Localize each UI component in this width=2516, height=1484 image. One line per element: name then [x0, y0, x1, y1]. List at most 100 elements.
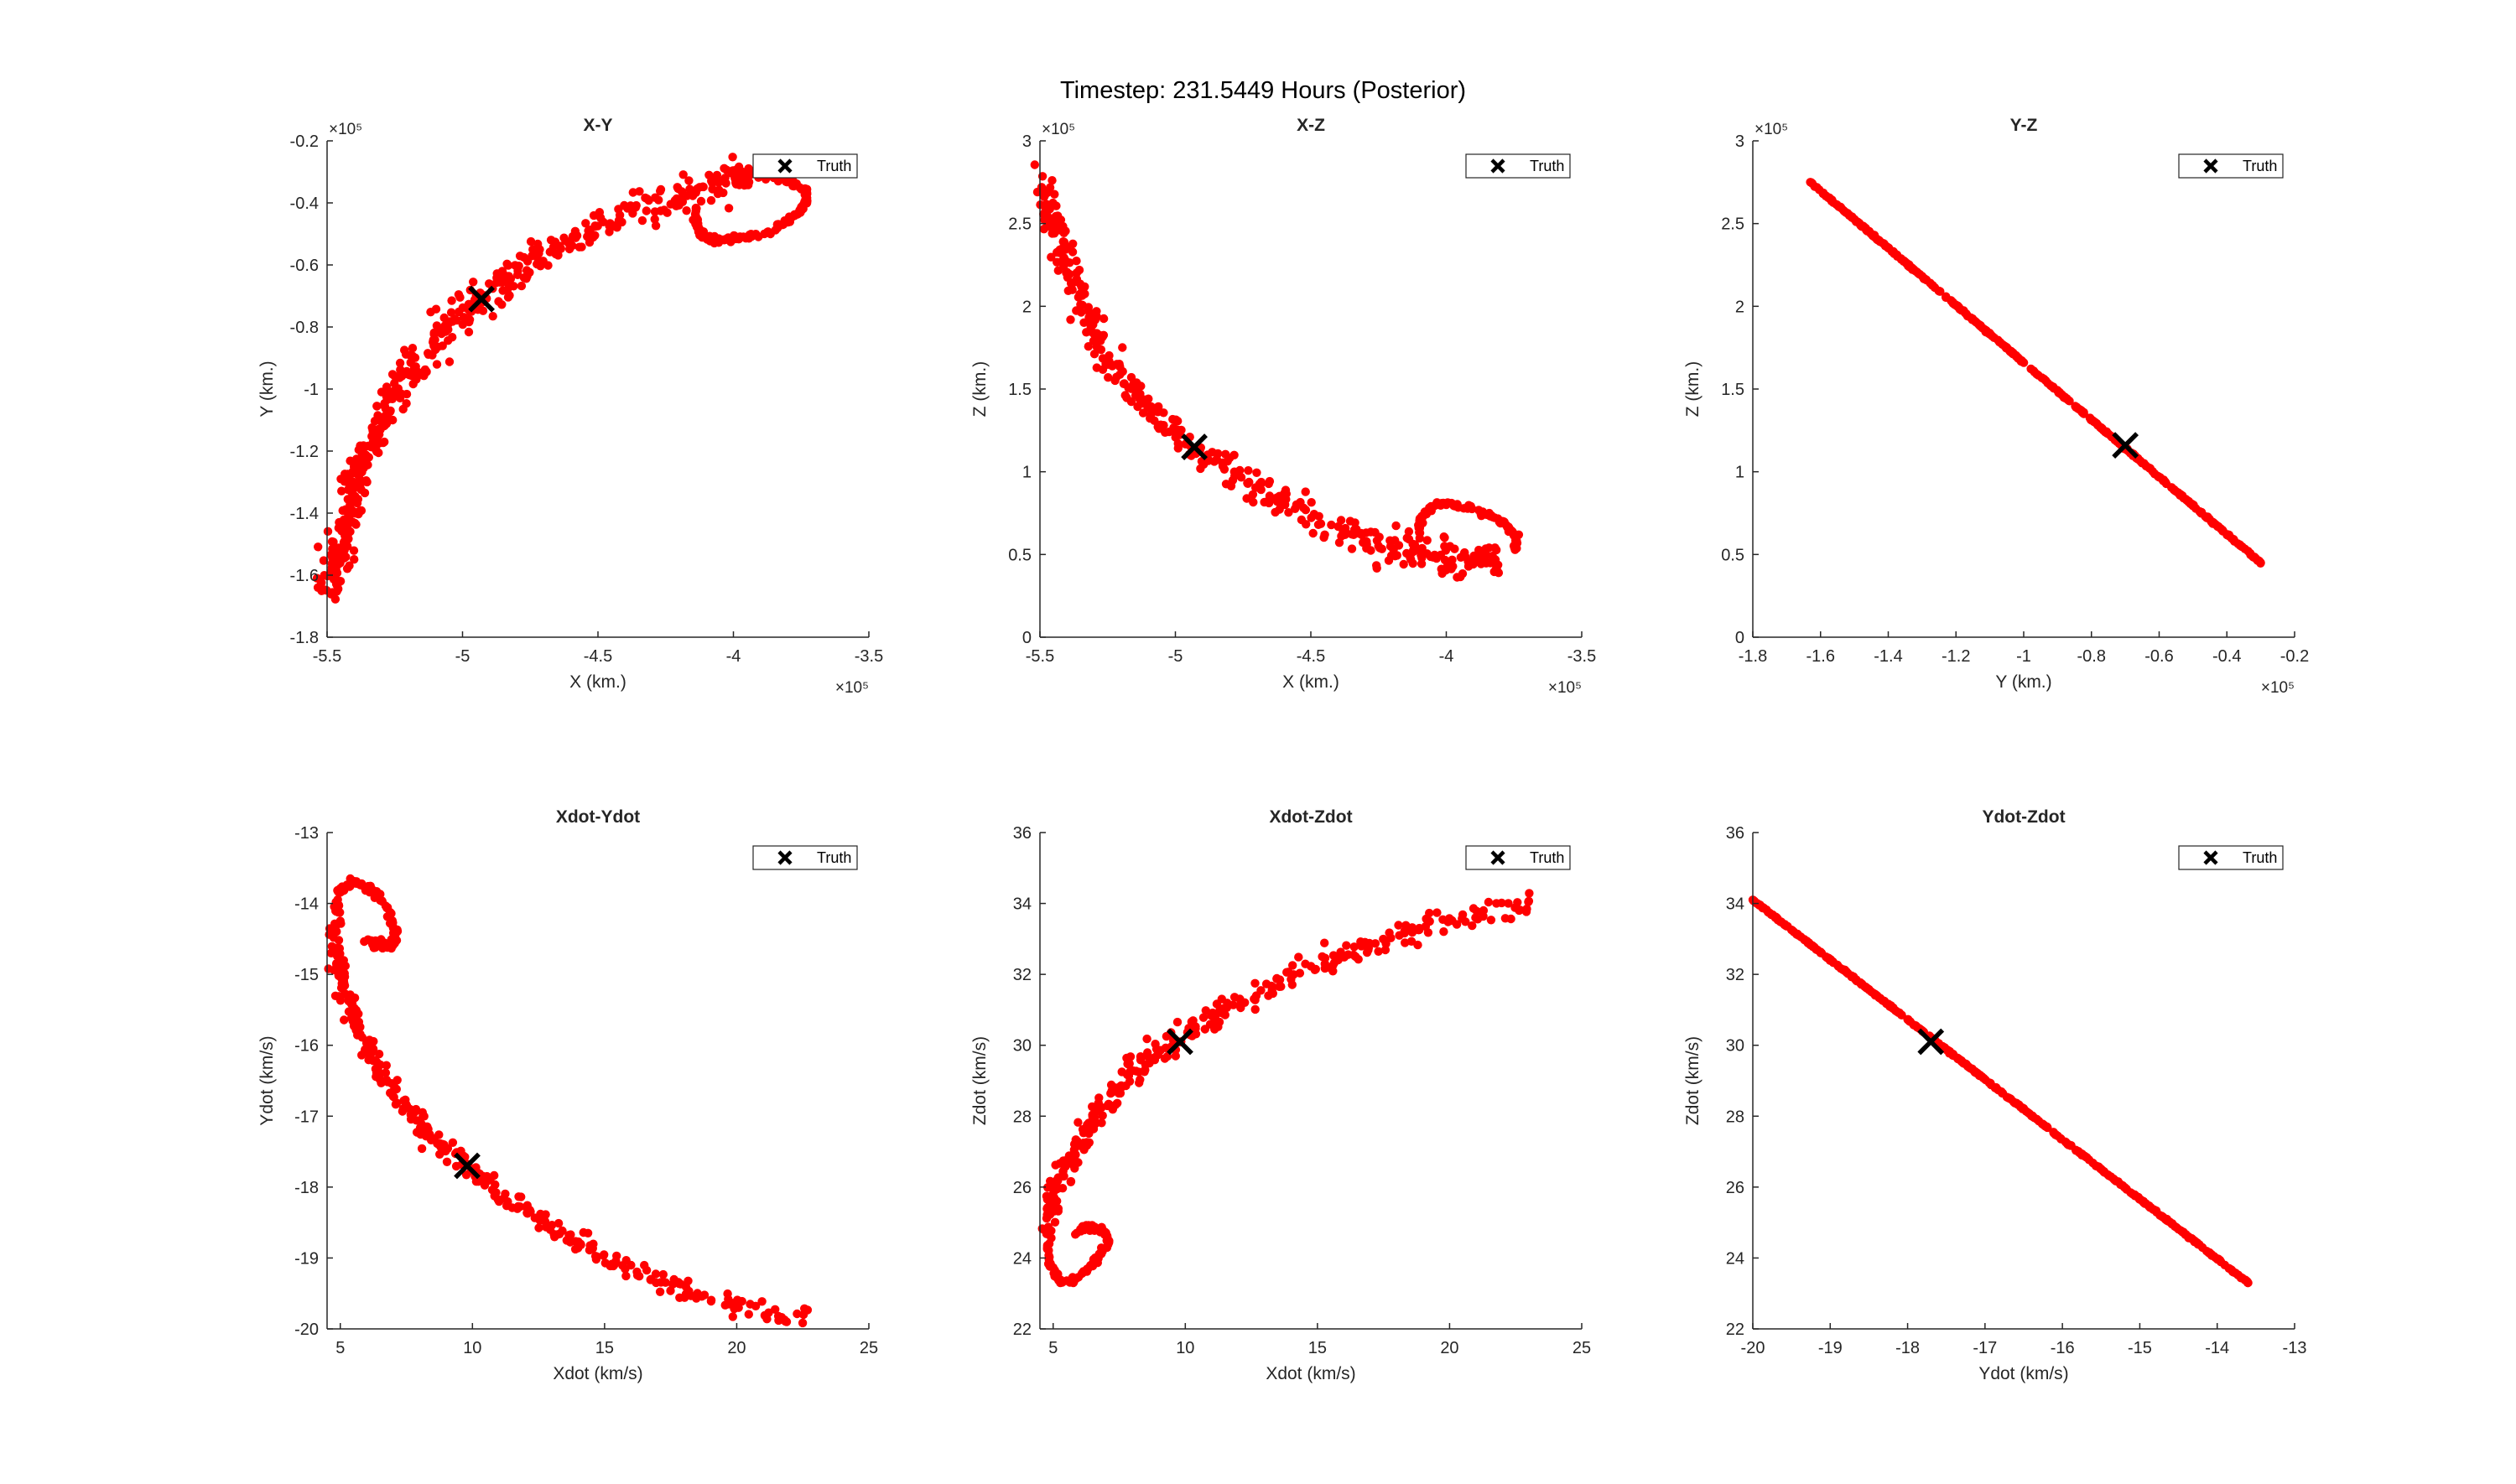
- particle-point: [1469, 551, 1479, 561]
- subplot-title: Xdot-Ydot: [556, 807, 640, 827]
- particle-point: [1072, 257, 1081, 266]
- y-tick-label: 3: [1735, 132, 1744, 151]
- x-exponent-label: ×10⁵: [1548, 679, 1582, 697]
- particle-point: [677, 187, 687, 196]
- particle-point: [1318, 952, 1327, 962]
- particle-point: [342, 880, 351, 890]
- particle-point: [2224, 1263, 2233, 1274]
- particle-point: [739, 169, 749, 179]
- particle-point: [1066, 315, 1075, 324]
- particle-point: [1361, 528, 1371, 537]
- particle-point: [382, 1061, 391, 1070]
- truth-marker: [454, 1152, 481, 1180]
- legend-label: Truth: [817, 849, 851, 866]
- particle-point: [1104, 373, 1113, 382]
- x-tick-label: -15: [2128, 1339, 2152, 1357]
- particle-point: [1836, 964, 1846, 973]
- particle-point: [1072, 268, 1082, 278]
- particle-point: [1319, 532, 1328, 542]
- particle-point: [1374, 542, 1383, 551]
- particle-point: [392, 1076, 402, 1085]
- y-tick-label: -1.2: [290, 443, 319, 461]
- particle-point: [439, 313, 449, 323]
- particle-point: [351, 491, 360, 501]
- particle-point: [1208, 1008, 1218, 1018]
- particle-point: [554, 1218, 564, 1228]
- legend-truth-icon: [2203, 850, 2218, 865]
- particle-point: [1046, 1176, 1055, 1186]
- particle-point: [1301, 487, 1310, 496]
- y-tick-label: 28: [1013, 1108, 1032, 1126]
- x-tick-label: -5.5: [313, 647, 341, 666]
- particle-point: [798, 1318, 808, 1328]
- y-axis-label: Z (km.): [1683, 361, 1702, 417]
- y-tick-label: 36: [1726, 824, 1744, 843]
- particle-point: [1441, 546, 1451, 555]
- particle-point: [348, 517, 358, 527]
- particle-point: [651, 193, 660, 202]
- particle-point: [522, 1208, 532, 1218]
- particle-point: [650, 215, 659, 224]
- particle-point: [412, 1116, 421, 1125]
- particle-point: [548, 242, 559, 252]
- particle-point: [614, 215, 624, 226]
- particle-point: [798, 205, 807, 215]
- particle-point: [1985, 329, 1994, 338]
- particle-point: [333, 547, 343, 557]
- particle-point: [678, 170, 688, 179]
- particle-point: [340, 475, 351, 484]
- particle-point: [706, 195, 716, 205]
- particle-point: [1256, 986, 1266, 995]
- particle-point: [1812, 944, 1821, 954]
- particle-point: [1053, 266, 1063, 275]
- particle-point: [721, 179, 730, 188]
- particle-point: [382, 912, 392, 921]
- x-axis-label: X (km.): [569, 672, 626, 692]
- particle-point: [2178, 1227, 2187, 1237]
- particle-point: [801, 186, 810, 196]
- particle-point: [2256, 558, 2265, 568]
- y-tick-label: 26: [1013, 1179, 1032, 1197]
- particle-point: [1500, 914, 1510, 923]
- particle-point: [1212, 454, 1222, 464]
- particle-point: [377, 1078, 387, 1087]
- particle-point: [1110, 376, 1120, 386]
- particle-point: [1281, 500, 1290, 510]
- particle-point: [1154, 424, 1164, 433]
- particle-point: [1314, 511, 1323, 521]
- x-tick-label: -13: [2283, 1339, 2307, 1357]
- x-axis-label: Ydot (km/s): [1978, 1364, 2068, 1383]
- x-tick-label: -5: [455, 647, 470, 666]
- particle-point: [692, 213, 701, 223]
- particle-point: [447, 296, 456, 305]
- particle-point: [454, 290, 464, 299]
- x-tick-label: -0.6: [2144, 647, 2173, 666]
- truth-marker: [2112, 432, 2139, 459]
- y-tick-label: -20: [294, 1321, 319, 1339]
- particle-point: [1089, 1124, 1099, 1134]
- particle-point: [1806, 178, 1815, 187]
- particle-point: [1268, 988, 1278, 999]
- y-tick-label: -1.6: [290, 567, 319, 585]
- x-tick-label: -4: [1439, 647, 1454, 666]
- particle-point: [1059, 228, 1068, 237]
- particle-point: [1320, 938, 1329, 947]
- particle-point: [1129, 380, 1138, 389]
- particle-point: [706, 1295, 716, 1305]
- particle-point: [707, 176, 716, 186]
- particle-point: [1092, 363, 1102, 372]
- particle-point: [1403, 925, 1413, 935]
- particle-point: [1172, 1017, 1183, 1027]
- legend: Truth: [752, 845, 858, 870]
- particle-point: [417, 1144, 427, 1154]
- particle-point: [1117, 1067, 1126, 1077]
- particle-point: [1252, 468, 1261, 477]
- particle-point: [1333, 521, 1343, 532]
- particle-point: [374, 1050, 384, 1059]
- particle-point: [1275, 982, 1284, 992]
- particle-point: [1090, 1254, 1099, 1264]
- particle-point: [1119, 379, 1129, 388]
- particle-point: [536, 262, 545, 271]
- particle-point: [1469, 559, 1478, 569]
- particle-point: [1417, 543, 1427, 553]
